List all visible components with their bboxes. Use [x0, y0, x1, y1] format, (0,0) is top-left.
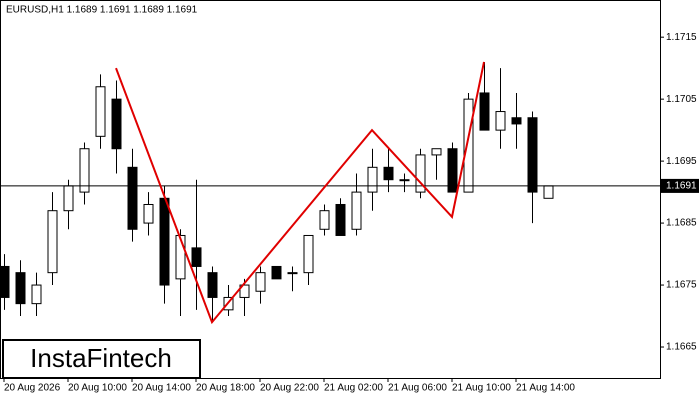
candle-body	[127, 166, 138, 230]
candle-body	[367, 166, 378, 193]
chart-title: EURUSD,H1 1.1689 1.1691 1.1689 1.1691	[6, 5, 198, 16]
candle-body	[383, 166, 394, 181]
candle-body	[479, 92, 490, 131]
x-tick-label: 21 Aug 02:00	[324, 383, 383, 394]
candle-body	[47, 210, 58, 274]
x-tick-label: 20 Aug 2026	[4, 383, 61, 394]
candle-body	[255, 272, 266, 292]
candle-body	[191, 247, 202, 267]
candle-body	[463, 98, 474, 193]
y-tick-label: 1.1665	[666, 342, 697, 353]
candle-body	[287, 272, 298, 275]
candle-body	[527, 117, 538, 193]
x-tick-label: 20 Aug 22:00	[260, 383, 319, 394]
candle-body	[431, 148, 442, 156]
candle-body	[143, 203, 154, 224]
candle-body	[495, 111, 506, 131]
x-tick-label: 21 Aug 10:00	[452, 383, 511, 394]
candle-body	[319, 210, 330, 230]
candle-body	[111, 98, 122, 150]
pattern-line	[115, 61, 485, 325]
candle-body	[175, 234, 186, 280]
candle-body	[79, 148, 90, 193]
candle-body	[239, 284, 250, 298]
watermark-box	[2, 339, 201, 379]
candle-body	[543, 185, 554, 199]
candle-body	[95, 86, 106, 137]
candle-body	[447, 148, 458, 193]
candle-body	[15, 272, 26, 305]
plot-frame	[0, 0, 661, 379]
candle-body	[303, 234, 314, 274]
y-tick-label: 1.1685	[666, 218, 697, 229]
y-tick-label: 1.1715	[666, 32, 697, 43]
y-tick-label: 1.1675	[666, 280, 697, 291]
candle-body	[0, 265, 10, 298]
x-tick-label: 21 Aug 14:00	[516, 383, 575, 394]
y-tick-label: 1.1695	[666, 156, 697, 167]
candle-body	[207, 272, 218, 298]
candle-body	[271, 265, 282, 280]
x-tick-label: 20 Aug 18:00	[196, 383, 255, 394]
candle-body	[31, 284, 42, 305]
candle-body	[159, 197, 170, 286]
x-tick-label: 21 Aug 06:00	[388, 383, 447, 394]
candle-body	[511, 117, 522, 125]
x-tick-label: 20 Aug 10:00	[68, 383, 127, 394]
current-price-box	[661, 178, 699, 193]
candle-body	[415, 154, 426, 193]
x-tick-label: 20 Aug 14:00	[132, 383, 191, 394]
watermark: InstaFintech	[30, 343, 172, 373]
candle-body	[399, 179, 410, 182]
candle-body	[351, 191, 362, 230]
candle-body	[63, 185, 74, 212]
candle-body	[335, 203, 346, 236]
current-price-label: 1.1691	[666, 181, 697, 192]
y-tick-label: 1.1705	[666, 94, 697, 105]
